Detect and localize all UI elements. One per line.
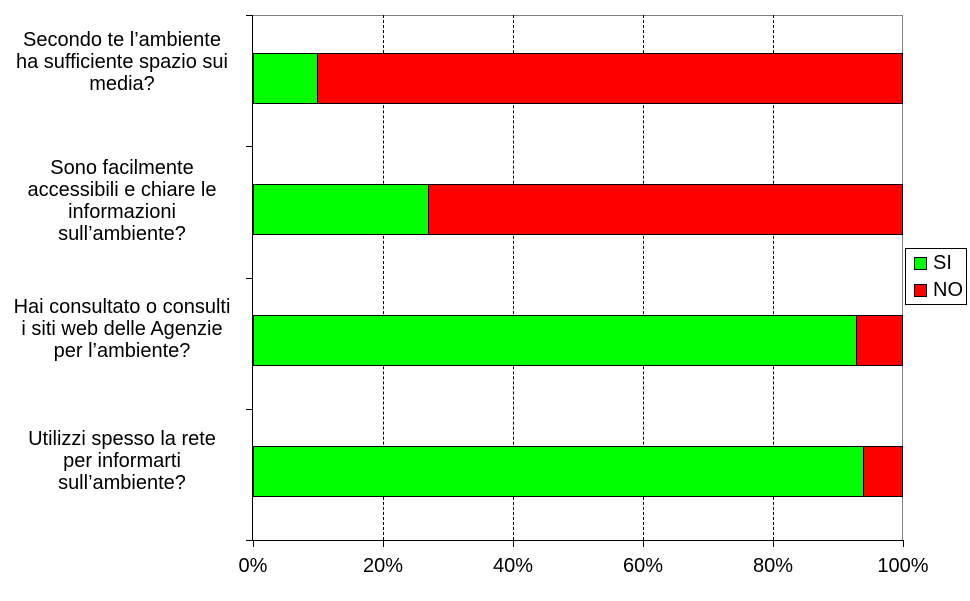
x-axis-label-60: 60% — [622, 555, 664, 577]
y-axis-tick — [246, 277, 253, 279]
x-axis-tick — [643, 541, 644, 547]
gridline-40 — [513, 15, 514, 540]
legend-label-si: SI — [933, 252, 952, 274]
bar-row-0 — [253, 52, 903, 104]
x-axis-label-0: 0% — [238, 555, 268, 577]
x-axis-label-100: 100% — [877, 555, 929, 577]
plot-area — [253, 15, 903, 540]
x-axis-label-40: 40% — [492, 555, 534, 577]
x-axis-tick — [513, 541, 514, 547]
category-label-2: Hai consultato o consulti i siti web del… — [13, 296, 231, 362]
bar-segment-si — [253, 183, 429, 235]
bar-segment-no — [864, 446, 903, 498]
legend-label-no: NO — [933, 279, 963, 301]
category-label-3: Utilizzi spesso la rete per informarti s… — [28, 428, 216, 494]
bar-segment-si — [253, 52, 318, 104]
y-axis-tick — [246, 408, 253, 410]
x-axis-tick — [903, 541, 904, 547]
bar-segment-si — [253, 315, 858, 366]
legend-swatch-no — [914, 283, 927, 297]
category-label-0: Secondo te l’ambiente ha sufficiente spa… — [16, 29, 228, 95]
x-axis-tick — [253, 541, 254, 547]
y-axis-tick — [246, 540, 253, 541]
bar-row-2 — [253, 315, 903, 366]
gridline-20 — [383, 15, 384, 540]
bar-segment-si — [253, 446, 864, 498]
bar-segment-no — [857, 315, 903, 366]
y-axis-tick — [246, 146, 253, 148]
x-axis-tick — [383, 541, 384, 547]
legend-entry-no: NO — [914, 280, 966, 300]
gridline-80 — [773, 15, 774, 540]
x-axis-label-80: 80% — [752, 555, 794, 577]
category-label-1: Sono facilmente accessibili e chiare le … — [27, 157, 217, 245]
y-axis-tick — [246, 15, 253, 16]
x-axis-label-20: 20% — [362, 555, 404, 577]
gridline-60 — [643, 15, 644, 540]
bar-row-1 — [253, 183, 903, 235]
x-axis-line — [252, 540, 904, 541]
bar-row-3 — [253, 446, 903, 498]
legend-entry-si: SI — [914, 253, 966, 273]
bar-segment-no — [318, 52, 903, 104]
legend: SI NO — [905, 248, 967, 305]
legend-swatch-si — [914, 256, 927, 270]
x-axis-tick — [773, 541, 774, 547]
bar-segment-no — [428, 183, 903, 235]
